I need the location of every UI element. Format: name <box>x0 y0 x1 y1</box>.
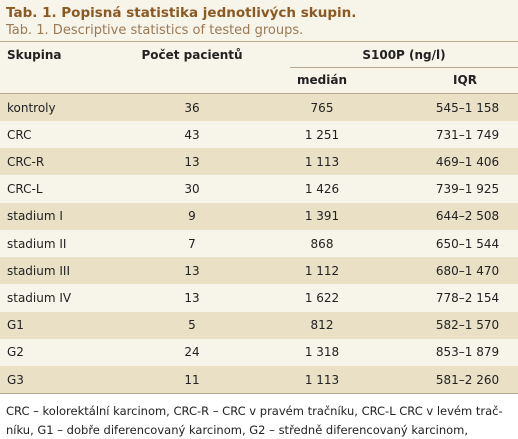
group-cell: stadium II <box>7 236 67 251</box>
column-header: medián <box>297 73 347 87</box>
count-cell: 13 <box>184 263 200 278</box>
title: Tab. 1. Popisná statistika jednotlivých … <box>6 5 357 21</box>
median-cell: 1 622 <box>304 290 340 305</box>
count-cell: 11 <box>184 372 200 387</box>
iqr-cell: 545–1 158 <box>435 100 500 115</box>
column-header: IQR <box>453 73 477 87</box>
rule <box>0 41 518 42</box>
median-cell: 812 <box>310 318 334 333</box>
median-cell: 1 391 <box>304 209 340 224</box>
group-cell: CRC-L <box>7 182 43 197</box>
column-header: Skupina <box>7 48 62 62</box>
group-cell: G1 <box>7 318 24 333</box>
iqr-cell: 778–2 154 <box>435 290 500 305</box>
count-cell: 5 <box>188 318 196 333</box>
count-cell: 9 <box>188 209 196 224</box>
rule <box>0 393 518 395</box>
iqr-cell: 853–1 879 <box>435 345 500 360</box>
group-cell: CRC-R <box>7 154 45 169</box>
count-cell: 13 <box>184 290 200 305</box>
table-row <box>0 202 518 230</box>
median-cell: 1 426 <box>304 182 340 197</box>
median-cell: 1 318 <box>304 345 340 360</box>
group-cell: CRC <box>7 127 32 142</box>
column-header: Počet pacientů <box>141 48 243 62</box>
rule <box>0 93 518 94</box>
group-cell: G2 <box>7 345 24 360</box>
iqr-cell: 650–1 544 <box>435 236 500 251</box>
iqr-cell: 469–1 406 <box>435 154 500 169</box>
count-cell: 43 <box>184 127 200 142</box>
iqr-cell: 644–2 508 <box>435 209 500 224</box>
table-row <box>0 366 518 393</box>
footnote-line: níku, G1 – dobře diferencovaný karcinom,… <box>6 423 469 438</box>
count-cell: 30 <box>184 182 200 197</box>
iqr-cell: 731–1 749 <box>435 127 500 142</box>
group-cell: stadium III <box>7 263 70 278</box>
table-row <box>0 94 518 121</box>
count-cell: 13 <box>184 154 200 169</box>
iqr-cell: 582–1 570 <box>435 318 500 333</box>
count-cell: 24 <box>184 345 200 360</box>
median-cell: 1 251 <box>304 127 340 142</box>
median-cell: 1 113 <box>304 372 340 387</box>
footnote-line: CRC – kolorektální karcinom, CRC-R – CRC… <box>6 404 503 419</box>
median-cell: 1 113 <box>304 154 340 169</box>
rule <box>290 67 518 68</box>
group-cell: stadium IV <box>7 290 72 305</box>
table-row <box>0 148 518 176</box>
iqr-cell: 680–1 470 <box>435 263 500 278</box>
subtitle: Tab. 1. Descriptive statistics of tested… <box>6 23 304 38</box>
table-row <box>0 257 518 285</box>
group-cell: kontroly <box>7 100 56 115</box>
column-header: S100P (ng/l) <box>362 48 446 62</box>
count-cell: 7 <box>188 236 196 251</box>
group-cell: G3 <box>7 372 24 387</box>
iqr-cell: 581–2 260 <box>435 372 500 387</box>
group-cell: stadium I <box>7 209 63 224</box>
iqr-cell: 739–1 925 <box>435 182 500 197</box>
median-cell: 765 <box>310 100 334 115</box>
count-cell: 36 <box>184 100 200 115</box>
table-row <box>0 311 518 339</box>
median-cell: 868 <box>310 236 334 251</box>
median-cell: 1 112 <box>304 263 340 278</box>
footnote-bg <box>0 394 518 439</box>
